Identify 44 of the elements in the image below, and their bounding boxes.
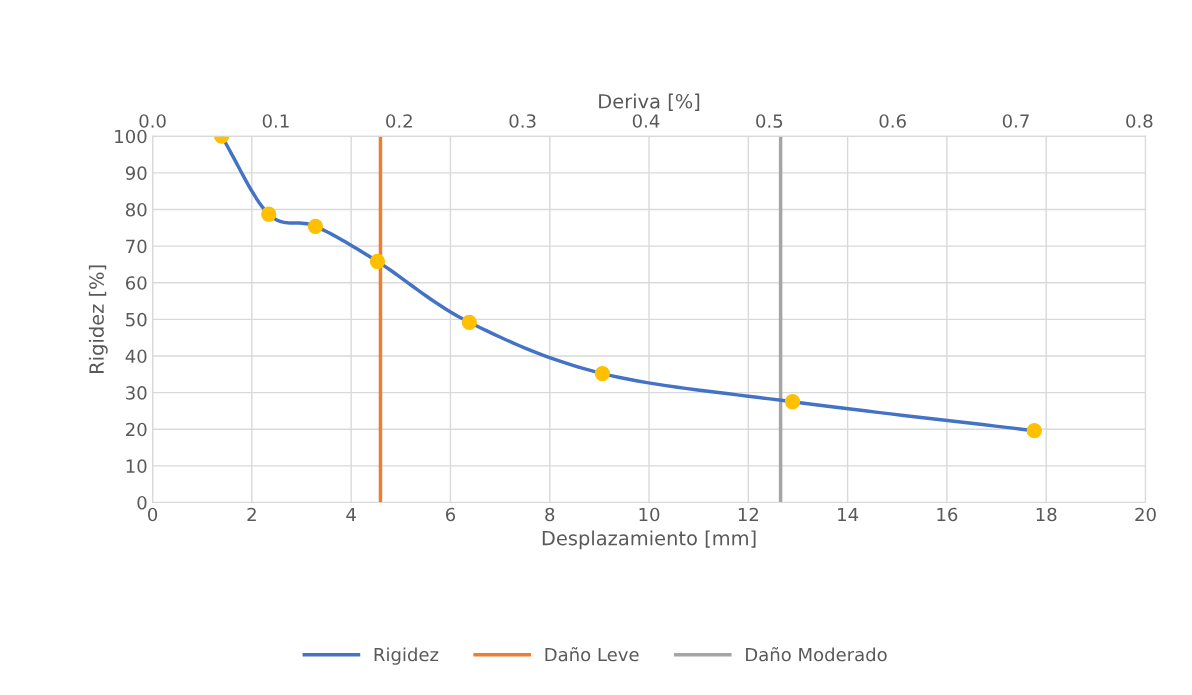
x-axis-title: Desplazamiento [mm] [542, 530, 756, 550]
x2-tick-label: 0.8 [1126, 114, 1153, 128]
x2-tick-label: 0.0 [139, 114, 166, 128]
y-tick-label: 60 [126, 276, 147, 290]
legend-label: Rigidez [374, 647, 439, 665]
legend-label: Daño Moderado [746, 647, 887, 662]
point [369, 253, 386, 270]
y-tick-label: 100 [115, 129, 147, 144]
x2-tick-label: 0.1 [262, 114, 289, 128]
x-tick-label: 0 [148, 507, 158, 522]
x-tick-label: 20 [1135, 507, 1156, 522]
x2-tick-label: 0.6 [879, 114, 906, 128]
x2-tick-label: 0.7 [1002, 114, 1029, 128]
x-tick-label: 12 [738, 507, 759, 522]
y-tick-label: 90 [125, 166, 147, 180]
point [461, 314, 477, 330]
x-tick-label: 14 [838, 507, 859, 522]
x2-tick-label: 0.4 [632, 114, 660, 128]
point [307, 218, 324, 234]
point [261, 206, 277, 222]
x2-axis-title: Deriva [%] [599, 93, 700, 111]
x-tick-label: 18 [1036, 507, 1057, 522]
y-tick-label: 0 [137, 495, 147, 510]
y-tick-label: 80 [125, 202, 147, 217]
legend-label: Daño Leve [545, 647, 639, 662]
x-tick-label: 16 [937, 507, 958, 522]
y-tick-label: 30 [126, 386, 147, 400]
x-tick-label: 4 [346, 507, 356, 522]
x-tick-label: 8 [545, 507, 555, 522]
y-tick-label: 70 [126, 239, 147, 254]
y-tick-label: 20 [126, 422, 147, 437]
x2-tick-label: 0.3 [509, 114, 536, 128]
point [594, 365, 611, 382]
x2-tick-label: 0.5 [756, 114, 783, 128]
x-tick-label: 10 [639, 507, 660, 522]
y-axis-title: Rigidez [%] [88, 265, 108, 373]
point [784, 394, 801, 410]
y-tick-label: 10 [126, 459, 147, 473]
x-tick-label: 2 [247, 507, 256, 522]
point [1026, 423, 1042, 439]
x2-tick-label: 0.2 [386, 114, 412, 128]
y-tick-label: 50 [126, 312, 147, 327]
x-tick-label: 6 [445, 507, 456, 522]
y-tick-label: 40 [125, 349, 147, 364]
